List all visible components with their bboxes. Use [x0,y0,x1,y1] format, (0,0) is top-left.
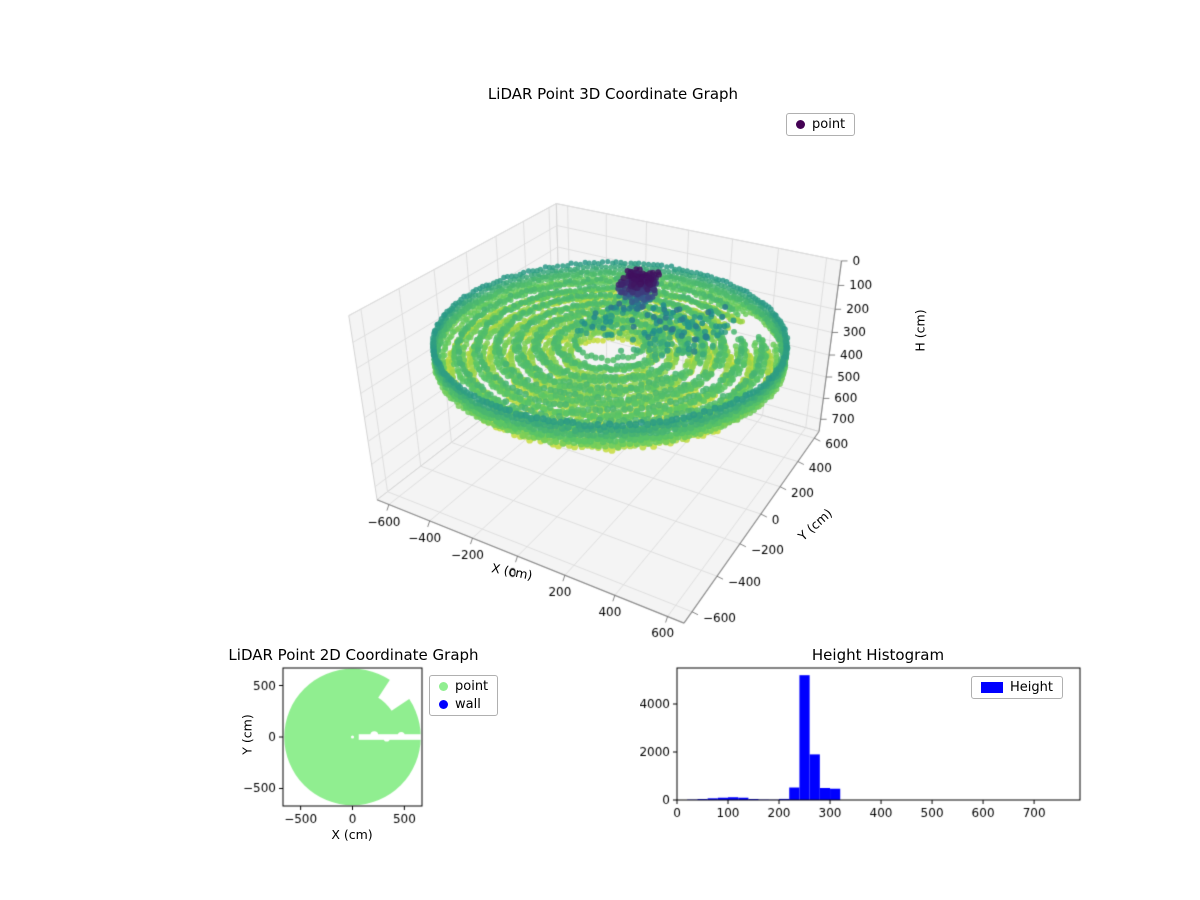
plot2d-legend: point wall [429,675,499,716]
plot2d-legend-label-wall: wall [455,697,481,712]
legend-marker-point-icon [439,682,448,691]
legend-marker-point-icon [796,120,805,129]
hist-legend: Height [971,676,1063,699]
plot2d-xlabel: X (cm) [331,827,373,842]
plot2d-canvas [225,640,440,840]
plot2d-ylabel: Y (cm) [239,714,255,755]
plot2d-legend-label-point: point [455,679,489,694]
plot3d-zlabel: H (cm) [912,309,928,352]
plot3d-legend: point [786,113,856,136]
hist-canvas [640,640,1100,840]
hist-legend-label-height: Height [1010,680,1053,695]
plot3d-title: LiDAR Point 3D Coordinate Graph [487,85,739,103]
legend-marker-wall-icon [439,700,448,709]
plot3d-legend-label-point: point [812,117,846,132]
plot2d-legend-row-point: point [439,679,488,694]
legend-patch-height-icon [981,682,1003,693]
plot2d-legend-row-wall: wall [439,697,481,712]
plot3d-canvas [320,120,930,660]
